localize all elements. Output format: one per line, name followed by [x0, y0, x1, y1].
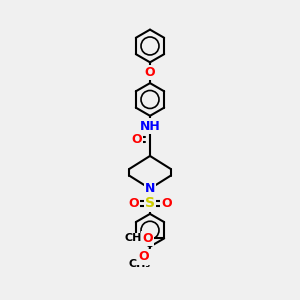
Text: O: O	[128, 197, 139, 210]
Text: CH₃: CH₃	[128, 260, 151, 269]
Text: O: O	[131, 133, 142, 146]
Text: O: O	[161, 197, 172, 210]
Text: CH₃: CH₃	[124, 233, 146, 243]
Text: O: O	[145, 66, 155, 79]
Text: NH: NH	[140, 120, 160, 133]
Text: O: O	[139, 250, 149, 263]
Text: S: S	[145, 196, 155, 211]
Text: N: N	[145, 182, 155, 195]
Text: O: O	[142, 232, 153, 245]
